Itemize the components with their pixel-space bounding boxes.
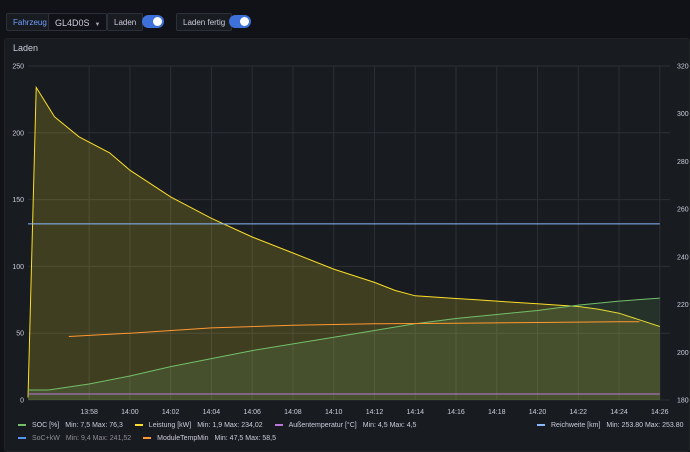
laden-toggle[interactable] (142, 15, 164, 28)
chevron-down-icon: ▼ (94, 22, 101, 28)
legend-item-aussentemperatur[interactable]: Außentemperatur [°C] Min: 4,5 Max: 4,5 (274, 422, 417, 429)
legend-min-moduletemp: Min: 47,5 (214, 435, 244, 442)
dashboard-variables-bar: Fahrzeug GL4D0S ▼ Laden Laden fertig (0, 0, 690, 38)
y-right-tick-label: 220 (677, 302, 689, 309)
y-left-tick-label: 250 (12, 64, 24, 71)
series-line-moduletemp (68, 321, 640, 337)
legend-name-aussen: Außentemperatur [°C] (288, 422, 357, 429)
right-axis-ticks: 180 200 220 240 260 280 300 320 (677, 64, 689, 405)
vehicle-select[interactable]: GL4D0S ▼ (48, 13, 108, 31)
y-right-tick-label: 200 (677, 350, 689, 357)
x-axis-ticks: 13:58 14:00 14:02 14:04 14:06 14:08 14:10 14:12… (80, 409, 668, 416)
legend-max-soc: Max: 76,3 (92, 422, 123, 429)
legend-min-soc: Min: 7,5 (65, 422, 91, 429)
x-tick-label: 14:06 (243, 409, 261, 416)
y-left-tick-label: 150 (12, 197, 24, 204)
series-area-leistung (28, 87, 660, 401)
legend-swatch-leistung (134, 424, 143, 427)
legend-max-reichweite: Max: 253.80 (644, 422, 684, 429)
legend-name-reichweite: Reichweite [km] (551, 422, 601, 429)
legend-item-moduletemp[interactable]: ModuleTempMin Min: 47,5 Max: 58,5 (143, 435, 276, 442)
y-right-tick-label: 320 (677, 64, 689, 71)
legend-name-soc: SOC [%] (32, 422, 60, 429)
toggle-knob (240, 17, 249, 26)
x-tick-label: 14:04 (203, 409, 221, 416)
legend-item-soc[interactable]: SOC [%] Min: 7,5 Max: 76,3 (18, 422, 123, 429)
left-axis-ticks: 0 50 100 150 200 250 (12, 64, 24, 405)
series-line-leistung (27, 85, 660, 398)
vehicle-select-value: GL4D0S (55, 18, 90, 28)
legend-max-moduletemp: Max: 58,5 (245, 435, 277, 442)
legend-name-leistung: Leistung [kW] (148, 422, 192, 429)
y-left-tick-label: 100 (12, 264, 24, 271)
legend-item-leistung[interactable]: Leistung [kW] Min: 1,9 Max: 234,02 (134, 422, 263, 429)
x-tick-label: 14:10 (325, 409, 343, 416)
panel-title: Laden (13, 43, 39, 53)
legend-swatch-aussen (274, 424, 283, 427)
x-tick-label: 14:20 (529, 409, 547, 416)
x-tick-label: 14:26 (651, 409, 669, 416)
legend-max-leistung: Max: 234,02 (224, 422, 263, 429)
x-tick-label: 14:22 (570, 409, 588, 416)
y-right-tick-label: 280 (677, 159, 689, 166)
x-tick-label: 13:58 (80, 409, 98, 416)
legend-min-leistung: Min: 1,9 (197, 422, 223, 429)
legend-max-socxkw: Max: 241,52 (92, 435, 132, 442)
y-left-tick-label: 0 (20, 398, 24, 405)
x-tick-label: 14:18 (488, 409, 506, 416)
laden-fertig-toggle[interactable] (229, 15, 251, 28)
y-left-tick-label: 50 (16, 331, 24, 338)
y-left-tick-label: 200 (12, 130, 24, 137)
legend-min-aussen: Min: 4,5 (362, 422, 388, 429)
legend-row-1: SOC [%] Min: 7,5 Max: 76,3 Leistung [kW] M… (18, 422, 416, 429)
x-tick-label: 14:12 (366, 409, 384, 416)
x-tick-label: 14:16 (447, 409, 465, 416)
x-tick-label: 14:14 (406, 409, 424, 416)
legend-swatch-socxkw (18, 437, 26, 440)
x-tick-label: 14:02 (162, 409, 180, 416)
y-right-tick-label: 240 (677, 254, 689, 261)
legend-item-reichweite[interactable]: Reichweite [km] Min: 253.80 Max: 253.80 (537, 422, 683, 429)
legend-row-2: SoC+kW Min: 9,4 Max: 241,52 ModuleTempMin… (18, 435, 276, 442)
toggle-knob (153, 17, 162, 26)
legend-min-socxkw: Min: 9,4 (65, 435, 91, 442)
y-right-tick-label: 180 (677, 398, 689, 405)
y-right-tick-label: 260 (677, 207, 689, 214)
x-tick-label: 14:08 (284, 409, 302, 416)
laden-variable-label: Laden (107, 13, 144, 31)
chart-grid (28, 65, 670, 401)
legend-max-aussen: Max: 4,5 (389, 422, 417, 429)
legend-min-reichweite: Min: 253.80 (606, 422, 643, 429)
legend-swatch-moduletemp (143, 437, 152, 440)
legend-name-moduletemp: ModuleTempMin (157, 435, 209, 442)
legend-row-right: Reichweite [km] Min: 253.80 Max: 253.80 (537, 422, 683, 429)
legend-swatch-reichweite (537, 424, 545, 427)
legend-name-socxkw: SoC+kW (32, 435, 60, 442)
series-line-soc (28, 297, 660, 391)
chart-series (27, 85, 660, 401)
legend-item-socxkw[interactable]: SoC+kW Min: 9,4 Max: 241,52 (18, 435, 131, 442)
series-area-soc (28, 298, 660, 400)
legend-swatch-soc (18, 424, 26, 427)
x-tick-label: 14:00 (121, 409, 139, 416)
x-tick-label: 14:24 (610, 409, 628, 416)
y-right-tick-label: 300 (677, 111, 689, 118)
